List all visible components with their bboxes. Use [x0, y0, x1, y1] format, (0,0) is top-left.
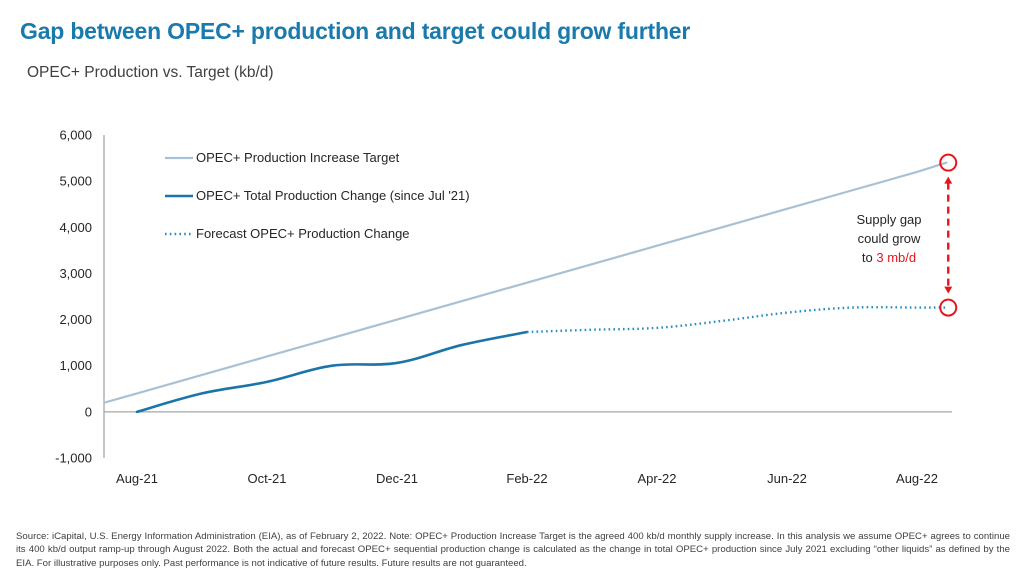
series-target-line: [103, 161, 948, 404]
x-tick-label: Jun-22: [767, 471, 807, 486]
chart-title: Gap between OPEC+ production and target …: [20, 18, 691, 44]
legend-item-target: OPEC+ Production Increase Target: [165, 150, 400, 165]
annotation-line-2: could grow: [858, 231, 921, 246]
x-tick-label: Apr-22: [637, 471, 676, 486]
y-tick-label: 2,000: [59, 312, 92, 327]
annotation-line-3: to 3 mb/d: [862, 250, 916, 265]
y-tick-label: 6,000: [59, 128, 92, 143]
chart-subtitle: OPEC+ Production vs. Target (kb/d): [27, 64, 274, 81]
series-production-line: [135, 330, 529, 414]
y-tick-label: 5,000: [59, 174, 92, 189]
y-tick-label: 3,000: [59, 266, 92, 281]
series-forecast-line: [526, 305, 947, 334]
annotation-prefix: to: [862, 250, 876, 265]
x-tick-label: Aug-22: [896, 471, 938, 486]
gap-arrow-head-up: [944, 176, 953, 184]
annotation-gap-value: 3 mb/d: [876, 250, 916, 265]
gap-arrow-head-down: [944, 286, 953, 294]
legend-label-production: OPEC+ Total Production Change (since Jul…: [196, 188, 470, 203]
legend-item-forecast: Forecast OPEC+ Production Change: [165, 226, 410, 241]
x-tick-label: Dec-21: [376, 471, 418, 486]
x-tick-label: Aug-21: [116, 471, 158, 486]
supply-gap-annotation: Supply gap could grow to 3 mb/d: [856, 153, 958, 317]
series-layer: [103, 161, 948, 414]
source-footnote: Source: iCapital, U.S. Energy Informatio…: [16, 531, 1010, 569]
x-tick-label: Feb-22: [506, 471, 547, 486]
y-tick-label: 0: [85, 404, 92, 419]
legend: OPEC+ Production Increase Target OPEC+ T…: [165, 150, 470, 241]
legend-label-target: OPEC+ Production Increase Target: [196, 150, 400, 165]
annotation-line-1: Supply gap: [856, 212, 921, 227]
x-tick-label: Oct-21: [247, 471, 286, 486]
legend-label-forecast: Forecast OPEC+ Production Change: [196, 226, 410, 241]
target-end-circle: [939, 153, 958, 172]
forecast-end-circle: [939, 298, 958, 317]
x-axis-ticks: Aug-21 Oct-21 Dec-21 Feb-22 Apr-22 Jun-22 Aug-…: [116, 471, 938, 486]
y-tick-label: -1,000: [55, 451, 92, 466]
legend-item-production: OPEC+ Total Production Change (since Jul…: [165, 188, 470, 203]
y-tick-label: 1,000: [59, 358, 92, 373]
gap-marks: [939, 153, 958, 317]
y-tick-label: 4,000: [59, 220, 92, 235]
y-axis-ticks: 6,000 5,000 4,000 3,000 2,000 1,000 0 -1,000: [55, 128, 92, 466]
